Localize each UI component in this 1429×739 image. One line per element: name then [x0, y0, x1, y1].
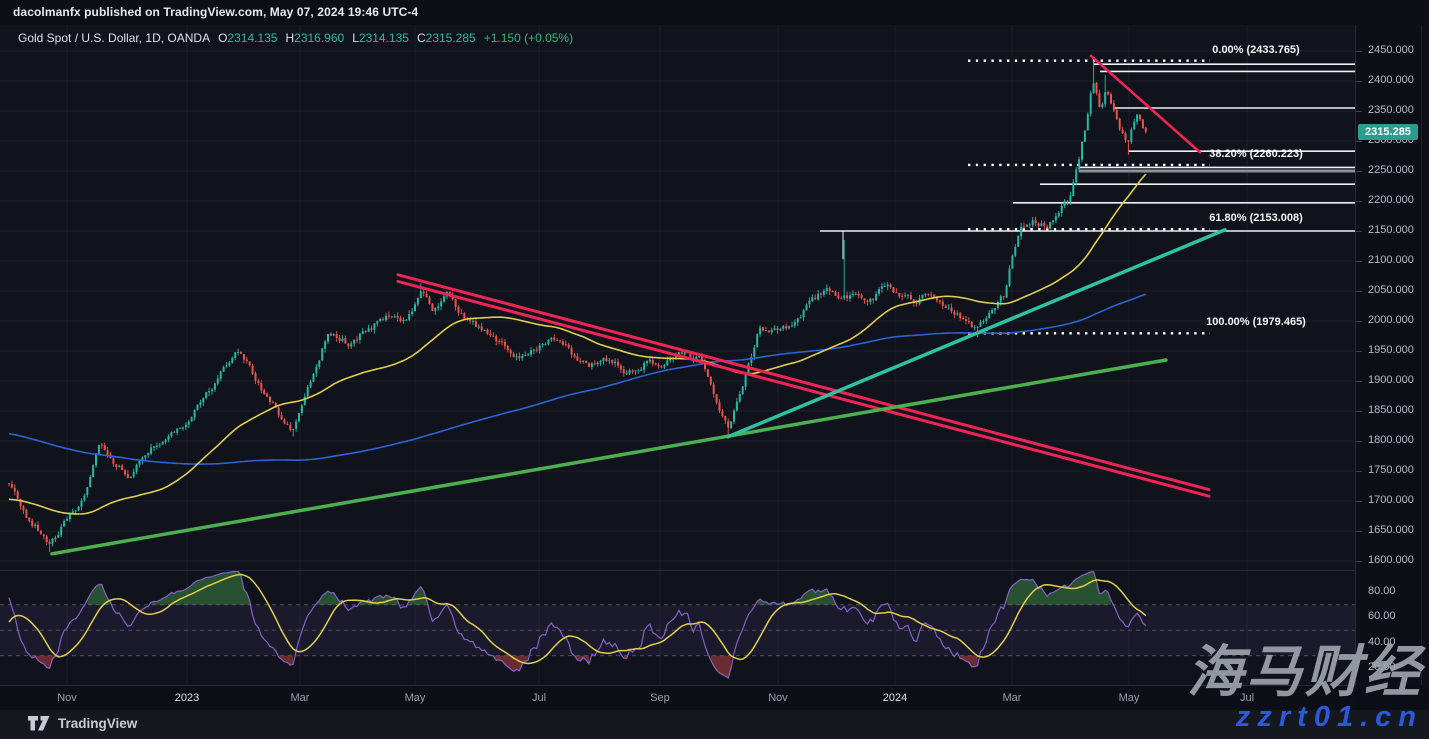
rsi-pane[interactable]: [0, 570, 1355, 685]
price-axis-tick: [1356, 201, 1362, 202]
price-axis-label: 1850.000: [1368, 404, 1414, 416]
price-axis-label: 1800.000: [1368, 434, 1414, 446]
ohlc-value: 2316.960: [294, 31, 345, 45]
price-axis-label: 1600.000: [1368, 554, 1414, 566]
price-axis-label: 2250.000: [1368, 164, 1414, 176]
price-axis-label: 2450.000: [1368, 44, 1414, 56]
fib-level-label[interactable]: 100.00% (1979.465): [1206, 316, 1306, 329]
rsi-axis-label: 60.00: [1368, 610, 1396, 623]
ohlc-value: 2314.135: [358, 31, 409, 45]
ohlc-letter: L: [352, 31, 359, 45]
time-axis-month-label: Nov: [768, 692, 788, 704]
price-axis-tick: [1356, 351, 1362, 352]
ohlc-letter: O: [218, 31, 228, 45]
price-axis-tick: [1356, 501, 1362, 502]
publish-text: dacolmanfx published on TradingView.com,…: [13, 5, 419, 19]
time-axis-month-label: Jul: [531, 692, 547, 704]
price-axis-tick: [1356, 141, 1362, 142]
price-axis-label: 2100.000: [1368, 254, 1414, 266]
price-axis-tick: [1356, 561, 1362, 562]
publish-bar: dacolmanfx published on TradingView.com,…: [0, 0, 1429, 25]
price-axis-tick: [1356, 531, 1362, 532]
rsi-axis-label: 20.00: [1368, 661, 1396, 674]
price-axis-label: 2400.000: [1368, 74, 1414, 86]
time-axis[interactable]: Nov 2023 Mar May Jul Sep Nov 2024 Mar May Jul: [0, 685, 1355, 711]
tradingview-logo-icon[interactable]: [28, 716, 52, 734]
price-axis-label: 2150.000: [1368, 224, 1414, 236]
time-axis-year-label: 2023: [174, 692, 200, 704]
ohlc-letter: H: [285, 31, 295, 45]
price-axis-label: 2050.000: [1368, 284, 1414, 296]
price-axis-label: 2000.000: [1368, 314, 1414, 326]
price-axis-label: 2350.000: [1368, 104, 1414, 116]
fib-level-label[interactable]: 0.00% (2433.765): [1212, 43, 1300, 56]
price-axis-tick: [1356, 441, 1362, 442]
ohlc-letter: C: [416, 31, 426, 45]
fib-level-label[interactable]: 38.20% (2260.223): [1209, 147, 1303, 160]
price-axis-tick: [1356, 81, 1362, 82]
price-axis-tick: [1356, 291, 1362, 292]
pane-separator[interactable]: [0, 570, 1355, 571]
last-price-badge: 2315.285: [1358, 123, 1418, 140]
axis-right-strip: [1421, 25, 1429, 685]
time-axis-month-label: Jul: [1239, 692, 1255, 704]
time-axis-month-label: Sep: [650, 692, 670, 704]
rsi-axis-label: 80.00: [1368, 585, 1396, 597]
symbol-title[interactable]: Gold Spot / U.S. Dollar, 1D, OANDA: [18, 31, 211, 45]
time-axis-month-label: Nov: [57, 692, 77, 704]
price-pane[interactable]: [0, 25, 1355, 570]
price-axis-tick: [1356, 171, 1362, 172]
rsi-axis-label: 40.00: [1368, 635, 1396, 648]
price-axis-tick: [1356, 51, 1362, 52]
ohlc-value: 2314.135: [227, 31, 278, 45]
time-axis-month-label: May: [1118, 692, 1140, 704]
price-axis-label: 1650.000: [1368, 524, 1414, 536]
price-axis-tick: [1356, 111, 1362, 112]
time-axis-month-label: Mar: [1002, 692, 1022, 704]
price-axis-label: 1700.000: [1368, 494, 1414, 506]
price-axis-label: 1950.000: [1368, 344, 1414, 356]
price-axis-label: 2200.000: [1368, 194, 1414, 206]
price-axis-label: 1900.000: [1368, 374, 1414, 386]
ohlc-value: 2315.285: [425, 31, 476, 45]
price-axis-tick: [1356, 231, 1362, 232]
price-axis-tick: [1356, 381, 1362, 382]
time-axis-month-label: Mar: [290, 692, 310, 704]
fib-level-label[interactable]: 61.80% (2153.008): [1209, 212, 1303, 225]
price-axis-tick: [1356, 321, 1362, 322]
change-value: +1.150 (+0.05%): [483, 31, 574, 45]
price-axis-tick: [1356, 261, 1362, 262]
price-axis-tick: [1356, 471, 1362, 472]
ohlc-values: O2314.135 H2316.960 L2314.135 C2315.285: [210, 31, 476, 45]
time-axis-month-label: May: [404, 692, 426, 704]
time-axis-year-label: 2024: [882, 692, 908, 704]
tradingview-brand[interactable]: TradingView: [58, 716, 138, 731]
footer-bar: TradingView: [0, 710, 1429, 739]
price-axis-tick: [1356, 411, 1362, 412]
price-axis-label: 1750.000: [1368, 464, 1414, 476]
symbol-header[interactable]: Gold Spot / U.S. Dollar, 1D, OANDA O2314.…: [18, 31, 573, 45]
